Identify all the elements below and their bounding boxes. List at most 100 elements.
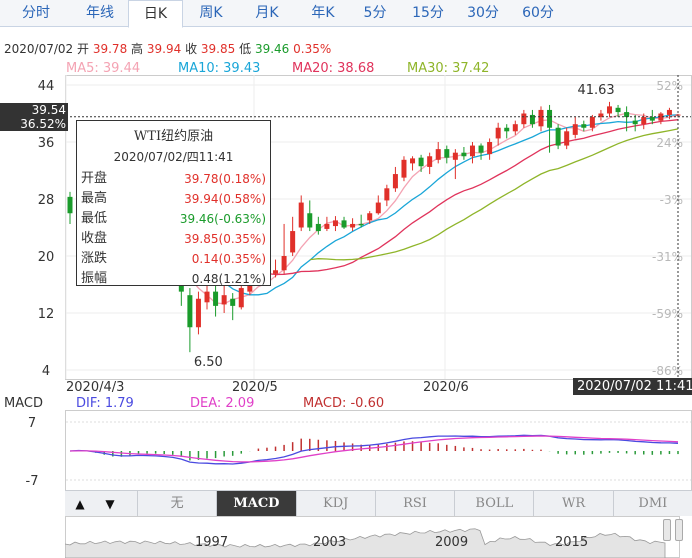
y-tick-right-label: -3% (660, 193, 683, 207)
ma5-line (103, 112, 679, 305)
macd-y-tick: -7 (26, 474, 39, 489)
ma10-line (146, 114, 679, 296)
candle-body (375, 202, 381, 214)
tab-8[interactable]: 30分 (467, 5, 499, 21)
candle (469, 142, 475, 164)
crosshair-pct: 36.52% (20, 117, 66, 131)
candle-body (538, 109, 544, 127)
crosshair-price: 39.54 (31, 103, 66, 117)
close-value: 39.85 (200, 42, 236, 56)
macd-chart[interactable]: 7 -7 (0, 410, 692, 490)
y-tick-right-label: -31% (652, 250, 683, 264)
change-value: 0.35% (293, 42, 332, 56)
tooltip-row-label: 最低 (81, 211, 108, 226)
tooltip-row-label: 开盘 (81, 171, 108, 186)
candle-body (487, 142, 493, 155)
next-indicator-button[interactable]: ▼ (105, 497, 115, 511)
indicator-tab-wr[interactable]: WR (533, 491, 612, 517)
tooltip-date: 2020/07/02/四11:41 (113, 150, 234, 164)
y-tick-label: 20 (38, 250, 55, 265)
candle (324, 216, 330, 232)
candle-body (324, 223, 330, 229)
candle-body (341, 220, 347, 228)
tab-9[interactable]: 60分 (522, 5, 554, 21)
crosshair-time-tag: 2020/07/02 11:41 (573, 378, 692, 395)
ma-legend-item: MA10: 39.43 (178, 61, 261, 76)
overview-right-handle[interactable] (675, 519, 683, 541)
close-label: 收 (185, 42, 198, 56)
candle-body (290, 231, 296, 253)
tab-6[interactable]: 5分 (363, 5, 387, 21)
tab-5[interactable]: 年K (311, 5, 335, 21)
tab-3[interactable]: 周K (199, 5, 223, 21)
x-tick-label: 2020/5 (232, 380, 278, 395)
candle (624, 106, 630, 132)
tooltip-row-label: 涨跌 (81, 251, 108, 266)
tab-4[interactable]: 月K (255, 5, 279, 21)
candle (187, 288, 193, 353)
candle (666, 107, 672, 120)
indicator-tab-kdj[interactable]: KDJ (295, 491, 375, 517)
tab-1[interactable]: 年线 (86, 5, 114, 21)
candle (572, 117, 578, 139)
ma-legend-item: MA5: 39.44 (66, 61, 141, 76)
candle-body (418, 157, 424, 167)
candle-body (427, 156, 433, 167)
candlestick-chart[interactable]: 44 36 28 20 12 4 52% 24% -3% -31% -59% -86% 2020/4/3… (0, 75, 692, 395)
open-label: 开 (77, 42, 90, 56)
high-label: 高 (131, 42, 144, 56)
candle (461, 146, 467, 160)
overview-left-handle[interactable] (663, 519, 671, 541)
candle (555, 124, 561, 150)
candle (444, 145, 450, 164)
macd-value: MACD: -0.60 (303, 396, 385, 411)
open-value: 39.78 (92, 42, 128, 56)
tooltip-row-value: 39.46(-0.63%) (179, 212, 266, 226)
tab-7[interactable]: 15分 (412, 5, 444, 21)
candle-body (307, 213, 313, 228)
crosshair-price-tag: 39.54 36.52% (0, 103, 68, 131)
history-overview-chart[interactable]: 1997 2003 2009 2015 (65, 516, 680, 558)
dea-line (69, 435, 679, 463)
candle (529, 109, 535, 128)
candle-body (444, 149, 450, 158)
prev-indicator-button[interactable]: ▲ (75, 497, 85, 511)
tab-2[interactable]: 日K (128, 0, 183, 28)
low-label: 低 (239, 42, 252, 56)
candle-body (615, 107, 621, 113)
candle (427, 152, 433, 175)
indicator-tab-boll[interactable]: BOLL (454, 491, 533, 517)
overview-year-label: 2015 (555, 535, 588, 550)
candle-body (410, 158, 416, 164)
candle-body (521, 113, 527, 125)
quote-line: 2020/07/02 开 39.78 高 39.94 收 39.85 低 39.… (4, 40, 331, 57)
candle (298, 195, 304, 232)
candle (358, 214, 364, 228)
candle (213, 285, 219, 317)
tooltip-row: 最低 39.46(-0.63%) (77, 209, 270, 229)
tooltip-row-label: 最高 (81, 191, 108, 206)
tab-0[interactable]: 分时 (22, 5, 50, 21)
macd-legend: MACD DIF: 1.79 DEA: 2.09 MACD: -0.60 (0, 396, 692, 413)
candle (589, 114, 595, 132)
candle-body (401, 159, 407, 178)
candle (598, 109, 604, 121)
tooltip-row: 最高 39.94(0.58%) (77, 189, 270, 209)
candle (495, 122, 501, 146)
candle (487, 138, 493, 160)
candle (401, 156, 407, 182)
candle-body (392, 174, 398, 189)
indicator-tab-macd[interactable]: MACD (216, 491, 296, 517)
indicator-tab-dmi[interactable]: DMI (612, 491, 692, 517)
candle-body (350, 223, 356, 228)
candle-body (358, 223, 364, 226)
candle-body (213, 291, 219, 306)
y-tick-right-label: -86% (652, 364, 683, 378)
low-value: 39.46 (254, 42, 290, 56)
candle (452, 149, 458, 180)
candle (615, 104, 621, 118)
candle-body (572, 124, 578, 135)
indicator-tab-rsi[interactable]: RSI (374, 491, 454, 517)
indicator-tab-无[interactable]: 无 (137, 491, 216, 517)
candle (606, 101, 612, 118)
